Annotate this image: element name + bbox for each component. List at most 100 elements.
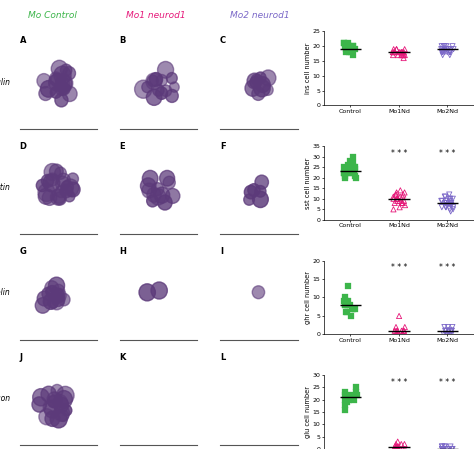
Circle shape xyxy=(42,190,57,205)
Point xyxy=(393,46,401,53)
Circle shape xyxy=(44,401,60,418)
Circle shape xyxy=(151,282,167,299)
Circle shape xyxy=(146,89,162,106)
Circle shape xyxy=(58,293,70,306)
Point xyxy=(341,172,348,179)
Point xyxy=(347,48,355,56)
Point xyxy=(349,52,356,59)
Point xyxy=(351,305,359,312)
Point xyxy=(400,48,408,56)
Circle shape xyxy=(156,75,167,86)
Point xyxy=(401,52,409,59)
Circle shape xyxy=(247,73,262,89)
Point xyxy=(346,301,354,308)
Point xyxy=(399,445,407,449)
Circle shape xyxy=(55,185,67,198)
Point xyxy=(348,163,356,171)
Point xyxy=(445,46,452,53)
Point xyxy=(438,46,445,53)
Point xyxy=(444,48,451,56)
Circle shape xyxy=(63,66,75,80)
Point xyxy=(398,327,405,335)
Point xyxy=(351,46,359,53)
Point xyxy=(447,48,454,56)
Point xyxy=(343,46,350,53)
Point xyxy=(400,331,407,338)
Circle shape xyxy=(146,73,162,90)
Point xyxy=(343,43,350,50)
Circle shape xyxy=(255,175,268,189)
Circle shape xyxy=(43,400,57,414)
Point xyxy=(441,323,448,330)
Point xyxy=(395,313,403,320)
Point xyxy=(447,197,454,204)
Circle shape xyxy=(45,411,60,427)
Circle shape xyxy=(56,75,72,92)
Point xyxy=(441,193,448,200)
Point xyxy=(353,391,360,398)
Text: D: D xyxy=(19,142,27,151)
Point xyxy=(443,331,451,338)
Point xyxy=(341,40,348,47)
Point xyxy=(447,208,455,215)
Point xyxy=(346,161,354,168)
Circle shape xyxy=(160,171,174,186)
Point xyxy=(342,166,349,173)
Point xyxy=(391,48,399,56)
Point xyxy=(401,189,408,196)
Point xyxy=(446,48,454,56)
Point xyxy=(441,48,448,56)
Point xyxy=(399,193,406,200)
Point xyxy=(438,204,446,211)
Circle shape xyxy=(56,173,70,188)
Text: * * *: * * * xyxy=(391,149,407,158)
Point xyxy=(344,283,352,290)
Point xyxy=(441,46,448,53)
Point xyxy=(438,197,446,204)
Circle shape xyxy=(42,287,54,300)
Circle shape xyxy=(255,77,270,92)
Point xyxy=(447,199,454,207)
Circle shape xyxy=(67,173,78,185)
Point xyxy=(346,48,353,56)
Point xyxy=(340,40,348,47)
Point xyxy=(442,331,450,338)
Circle shape xyxy=(41,175,54,187)
Circle shape xyxy=(261,70,276,86)
Point xyxy=(449,43,456,50)
Point xyxy=(442,204,449,211)
Circle shape xyxy=(36,179,48,192)
Circle shape xyxy=(40,80,56,97)
Point xyxy=(343,308,350,316)
Point xyxy=(441,43,448,50)
Circle shape xyxy=(147,75,158,87)
Point xyxy=(449,206,457,213)
Circle shape xyxy=(50,410,67,428)
Circle shape xyxy=(153,84,164,96)
Point xyxy=(351,163,359,171)
Point xyxy=(347,46,355,53)
Point xyxy=(445,199,453,207)
Point xyxy=(399,48,407,56)
Point xyxy=(450,46,457,53)
Circle shape xyxy=(169,82,179,92)
Circle shape xyxy=(45,281,59,295)
Point xyxy=(400,327,407,335)
Point xyxy=(401,445,409,449)
Point xyxy=(393,195,401,202)
Point xyxy=(349,305,356,312)
Point xyxy=(438,43,446,50)
Point xyxy=(341,396,349,403)
Point xyxy=(445,327,452,335)
Point xyxy=(441,46,448,53)
Point xyxy=(351,172,359,179)
Point xyxy=(447,202,455,209)
Point xyxy=(342,48,350,56)
Circle shape xyxy=(252,87,264,101)
Text: G: G xyxy=(19,247,27,256)
Point xyxy=(441,327,449,335)
Point xyxy=(444,323,452,330)
Circle shape xyxy=(58,82,70,95)
Circle shape xyxy=(43,174,60,192)
Point xyxy=(346,46,353,53)
